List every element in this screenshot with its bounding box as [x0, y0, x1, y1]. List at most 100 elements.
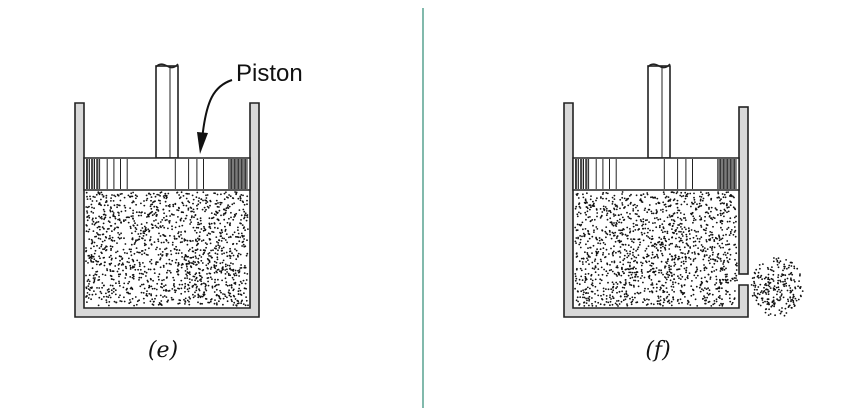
gas-particle [175, 258, 178, 261]
gas-particle [715, 278, 718, 281]
gas-particle [630, 257, 633, 260]
gas-particle [183, 258, 186, 261]
gas-particle [693, 217, 696, 220]
gas-particle [792, 293, 795, 296]
gas-particle [668, 266, 670, 269]
gas-particle [760, 297, 763, 300]
gas-particle [118, 296, 120, 299]
gas-particle [614, 214, 617, 217]
gas-particle [591, 219, 594, 221]
gas-particle [657, 218, 660, 221]
gas-particle [586, 207, 589, 210]
gas-particle [633, 279, 635, 282]
gas-particle [229, 195, 232, 198]
gas-particle [599, 258, 602, 261]
gas-particle [92, 220, 95, 223]
gas-particle [150, 293, 153, 296]
gas-particle [166, 269, 169, 272]
gas-particle [769, 287, 772, 289]
gas-particle [85, 230, 88, 233]
gas-particle [680, 290, 683, 292]
gas-particle [134, 226, 137, 229]
gas-particle [649, 270, 651, 273]
gas-particle [204, 283, 207, 285]
gas-particle [695, 235, 698, 237]
gas-particle [199, 231, 201, 234]
gas-particle [221, 247, 223, 250]
gas-particle [178, 197, 181, 200]
gas-particle [646, 231, 649, 234]
gas-particle [161, 219, 164, 221]
gas-particle [767, 284, 770, 287]
gas-particle [633, 260, 635, 263]
gas-particle [143, 204, 146, 207]
gas-particle [777, 257, 780, 259]
gas-particle [184, 277, 186, 280]
gas-particle [588, 237, 591, 240]
gas-particle [623, 287, 626, 289]
gas-particle [681, 301, 683, 304]
gas-particle [680, 226, 682, 228]
gas-particle [195, 289, 198, 292]
gas-particle [132, 215, 134, 217]
gas-particle [242, 208, 245, 211]
gas-particle [123, 204, 126, 207]
gas-particle [700, 226, 703, 228]
gas-particle [605, 226, 608, 229]
gas-particle [197, 237, 199, 240]
gas-particle [103, 239, 106, 242]
gas-particle [204, 249, 206, 252]
gas-particle [721, 222, 723, 225]
gas-particle [95, 273, 98, 276]
gas-particle [712, 216, 715, 219]
gas-particle [776, 293, 778, 296]
gas-particle [575, 205, 578, 208]
gas-particle [623, 257, 626, 260]
gas-particle [171, 244, 174, 246]
gas-particle [101, 282, 104, 284]
gas-particle [651, 253, 654, 256]
gas-particle [108, 263, 111, 265]
gas-particle [138, 235, 141, 238]
gas-particle [151, 224, 154, 227]
gas-particle [589, 287, 591, 290]
gas-particle [785, 312, 788, 314]
gas-particle [663, 235, 666, 238]
gas-particle [86, 280, 89, 282]
gas-particle [132, 275, 135, 278]
gas-particle [772, 300, 775, 303]
gas-particle [94, 277, 96, 279]
gas-particle [602, 287, 605, 290]
gas-particle [233, 231, 236, 234]
gas-particle [653, 245, 656, 248]
gas-particle [185, 214, 188, 217]
gas-particle [208, 255, 211, 257]
gas-particle [761, 278, 763, 281]
gas-particle [110, 225, 113, 227]
gas-particle [138, 265, 141, 267]
gas-particle [574, 207, 577, 210]
gas-particle [666, 291, 669, 293]
gas-particle [234, 272, 237, 275]
gas-particle [97, 192, 100, 195]
gas-particle [587, 216, 590, 219]
gas-particle [670, 268, 672, 271]
gas-particle [177, 216, 179, 218]
gas-particle [163, 212, 166, 215]
gas-particle [143, 225, 146, 228]
gas-particle [677, 216, 679, 219]
gas-particle [181, 224, 184, 227]
gas-particle [123, 252, 126, 254]
gas-particle [776, 298, 778, 301]
gas-particle [683, 267, 686, 270]
gas-particle [664, 281, 667, 284]
gas-particle [88, 280, 91, 283]
gas-particle [155, 263, 157, 266]
gas-particle [228, 264, 231, 267]
gas-particle [697, 247, 699, 250]
gas-particle [773, 257, 775, 259]
gas-particle [92, 217, 94, 220]
gas-particle [132, 224, 135, 227]
gas-particle [86, 301, 88, 303]
caption-e: (e) [147, 338, 179, 363]
